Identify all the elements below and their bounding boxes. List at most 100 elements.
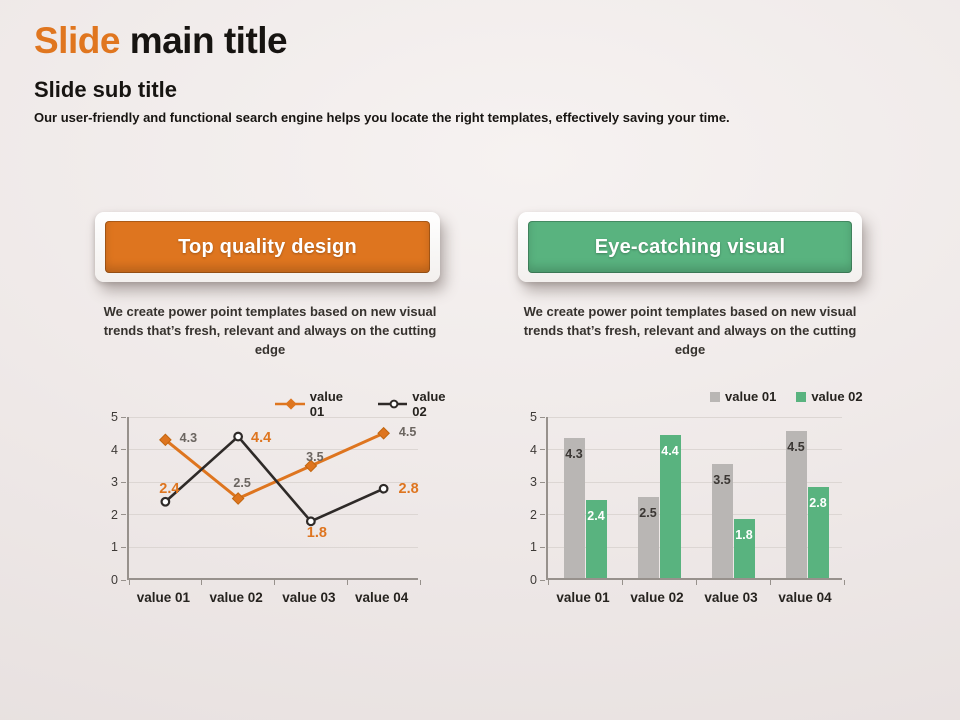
- data-label: 1.8: [735, 528, 753, 543]
- y-tick-mark: [540, 416, 545, 418]
- circle-marker: [233, 431, 244, 442]
- line-series-value 02: [164, 435, 385, 523]
- data-label: 4.3: [179, 430, 198, 445]
- bar-value 02-value 03: [733, 519, 755, 578]
- circle-marker: [305, 516, 316, 527]
- data-label: 3.5: [306, 449, 324, 464]
- gridline: [129, 416, 418, 418]
- y-tick-mark: [121, 416, 126, 418]
- legend-swatch: [710, 391, 720, 402]
- x-tick-mark: [419, 580, 421, 585]
- legend-label: value 02: [412, 389, 446, 419]
- y-tick-mark: [121, 481, 126, 483]
- bar-value 02-value 01: [585, 499, 607, 578]
- slide-description: Our user-friendly and functional search …: [34, 110, 730, 125]
- gridline: [548, 546, 842, 548]
- x-category-label: value 01: [136, 590, 191, 605]
- x-category-label: value 01: [556, 590, 610, 605]
- bar-value 01-value 04: [785, 431, 807, 578]
- x-category-label: value 02: [630, 590, 684, 605]
- gridline: [129, 449, 418, 451]
- plot-area: 4.3 2.5 3.5 4.5 2.4 4.4 1.8 2.8: [121, 416, 421, 585]
- title-rest: main title: [119, 20, 288, 61]
- data-label: 2.4: [587, 508, 605, 523]
- bar-value 02-value 04: [807, 486, 829, 578]
- x-category-label: value 03: [704, 590, 758, 605]
- x-tick-mark: [843, 580, 845, 585]
- legend-swatch: [796, 391, 807, 402]
- left-column-description: We create power point templates based on…: [103, 304, 437, 357]
- y-tick-mark: [540, 449, 545, 451]
- y-tick-label: 4: [530, 442, 537, 457]
- circle-marker: [160, 496, 171, 507]
- top-quality-design-button[interactable]: Top quality design: [105, 221, 430, 273]
- plot-area: 4.3 2.5 3.5 4.5 2.4 4.4 1.8 2.8: [540, 416, 845, 585]
- legend-item: value 01: [275, 389, 358, 419]
- x-category-label: value 04: [778, 590, 832, 605]
- y-tick-label: 0: [111, 573, 118, 587]
- circle-marker: [378, 483, 389, 494]
- x-tick-mark: [274, 580, 275, 585]
- line-plot-svg: [159, 426, 390, 527]
- data-label: 2.4: [159, 480, 180, 497]
- bar-value 01-value 01: [563, 437, 585, 578]
- bar-value 02-value 02: [659, 434, 681, 578]
- y-tick-label: 2: [111, 507, 118, 522]
- line-series-value 01: [163, 431, 386, 500]
- y-tick-mark: [540, 579, 545, 581]
- banner-frame-right: Eye-catching visual: [518, 212, 862, 282]
- bar-value 01-value 03: [711, 463, 733, 578]
- bar-chart: value 01 value 02 4.3 2.5 3.5 4.5 2.4 4.4 1.8 2.8…: [522, 383, 882, 620]
- diamond-marker: [159, 433, 172, 447]
- gridline: [548, 514, 842, 516]
- data-label: 2.8: [398, 480, 419, 497]
- x-tick-mark: [547, 580, 549, 585]
- y-tick-label: 3: [530, 475, 537, 490]
- y-tick-mark: [121, 546, 126, 548]
- y-tick-label: 4: [111, 442, 118, 457]
- x-tick-mark: [128, 580, 130, 585]
- legend-marker-open-circle: [377, 399, 408, 409]
- gridline: [548, 481, 842, 483]
- title-accent: Slide: [34, 20, 120, 61]
- y-tick-label: 1: [530, 540, 537, 555]
- legend-marker-diamond: [275, 398, 305, 410]
- gridline: [129, 546, 418, 548]
- y-tick-mark: [540, 481, 545, 483]
- x-category-label: value 02: [209, 590, 263, 605]
- y-tick-mark: [540, 546, 545, 548]
- y-tick-label: 1: [111, 540, 118, 555]
- data-label: 1.8: [306, 525, 327, 542]
- y-tick-label: 5: [111, 410, 118, 424]
- diamond-marker: [304, 459, 318, 473]
- x-category-label: value 04: [354, 590, 409, 605]
- diamond-marker: [231, 492, 245, 505]
- data-label: 3.5: [713, 472, 731, 487]
- y-tick-label: 2: [530, 507, 537, 522]
- legend-label: value 01: [725, 389, 777, 404]
- eye-catching-visual-button[interactable]: Eye-catching visual: [528, 221, 852, 273]
- y-tick-mark: [540, 514, 545, 516]
- data-label: 2.5: [639, 505, 657, 520]
- banner-frame-left: Top quality design: [95, 212, 440, 282]
- y-tick-label: 0: [530, 573, 537, 587]
- x-tick-mark: [695, 580, 697, 585]
- data-label: 4.3: [565, 446, 583, 461]
- right-column-description: We create power point templates based on…: [523, 304, 857, 357]
- x-tick-mark: [346, 580, 348, 585]
- data-label: 4.5: [398, 425, 417, 440]
- y-tick-label: 3: [111, 475, 118, 490]
- data-label: 2.8: [809, 495, 827, 510]
- data-label: 2.5: [233, 475, 251, 490]
- data-label: 4.5: [787, 440, 805, 455]
- chart-legend: value 01 value 02: [275, 389, 460, 419]
- page-title: Slide main title: [34, 20, 288, 62]
- gridline: [548, 449, 842, 451]
- x-tick-mark: [621, 580, 623, 585]
- legend-item: value 02: [377, 389, 461, 419]
- slide-subtitle: Slide sub title: [34, 77, 178, 102]
- legend-item: value 02: [796, 389, 863, 404]
- data-label: 4.4: [251, 429, 272, 446]
- chart-legend: value 01 value 02: [710, 389, 863, 404]
